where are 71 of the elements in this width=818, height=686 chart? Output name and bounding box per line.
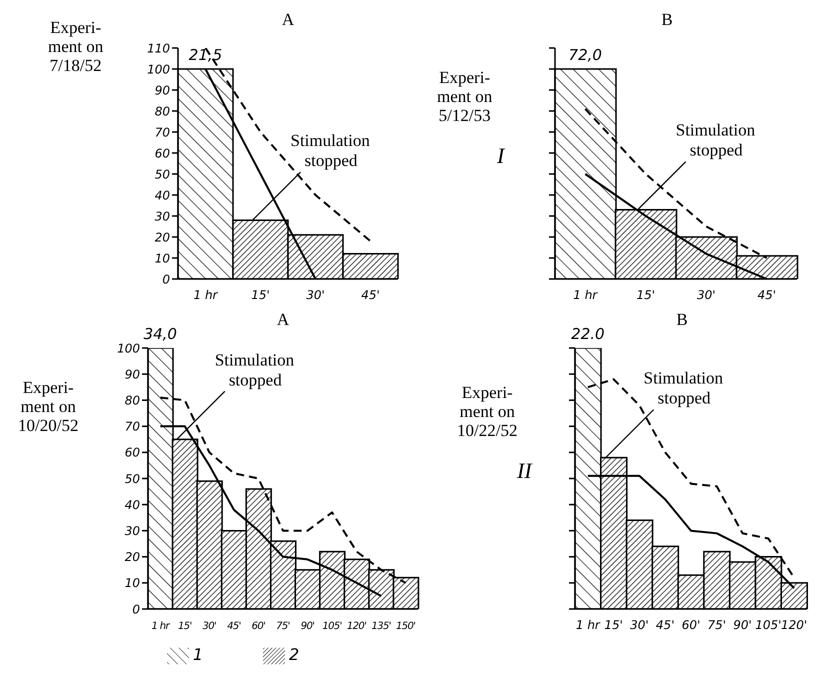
x-tick-label: 135' <box>371 621 391 632</box>
y-tick-label: 10 <box>154 251 170 266</box>
x-tick-label: 15' <box>178 621 192 632</box>
annotation: Stimulation stopped <box>290 131 370 170</box>
x-tick-label: 45' <box>227 621 241 632</box>
x-tick-label: 60' <box>252 621 266 632</box>
x-tick-label: 30' <box>202 621 216 632</box>
y-tick-label: 100 <box>117 341 140 356</box>
chart-title: B <box>660 10 674 30</box>
y-tick-label: 50 <box>124 472 140 486</box>
legend-label: 1 <box>192 645 203 664</box>
text: Experi- ment on 7/18/52 <box>48 18 104 75</box>
y-tick-label: 70 <box>154 125 170 140</box>
y-tick-label: 70 <box>124 420 140 434</box>
text: Experi- ment on 5/12/53 <box>437 68 492 125</box>
x-tick-label: 60' <box>682 618 700 632</box>
y-tick-label: 20 <box>154 230 170 244</box>
x-tick-label: 1 hr <box>151 621 171 632</box>
y-tick-label: 80 <box>124 393 140 408</box>
x-tick-label: 105' <box>322 621 342 632</box>
y-tick-label: 80 <box>154 104 170 118</box>
y-tick-label: 50 <box>154 167 170 182</box>
x-tick-label: 15' <box>604 618 623 632</box>
text: Experi- ment on 10/20/52 <box>18 378 78 435</box>
x-tick-label: 1 hr <box>576 618 601 632</box>
x-tick-label: 15' <box>636 288 656 302</box>
y-tick-label: 90 <box>124 367 140 382</box>
x-tick-label: 45' <box>656 618 675 632</box>
y-tick-label: 110 <box>147 41 170 56</box>
x-tick-label: 150' <box>396 621 416 632</box>
y-tick-label: 10 <box>124 576 140 590</box>
y-tick-label: 40 <box>124 498 140 512</box>
x-tick-label: 1 hr <box>194 288 219 302</box>
x-tick-label: 30' <box>306 288 325 302</box>
x-tick-label: 90' <box>300 621 314 632</box>
x-tick-label: 75' <box>276 621 290 632</box>
chart-title: A <box>280 10 296 30</box>
x-tick-label: 120' <box>781 618 808 632</box>
y-tick-label: 20 <box>124 550 140 564</box>
text: Experi- ment on 10/22/52 <box>457 383 518 440</box>
annotation: 72,0 <box>568 46 602 64</box>
y-tick-label: 30 <box>154 209 170 224</box>
x-tick-label: 15' <box>251 288 270 302</box>
x-tick-label: 105' <box>755 618 782 632</box>
annotation: Stimulation stopped <box>676 120 756 160</box>
annotation: Stimulation stopped <box>644 368 724 408</box>
x-tick-label: 45' <box>757 288 776 302</box>
x-tick-label: 120' <box>346 621 366 632</box>
annotation: 34,0 <box>144 325 177 343</box>
y-tick-label: 60 <box>154 146 170 160</box>
y-tick-label: 0 <box>132 602 140 616</box>
x-tick-label: 30' <box>696 288 716 302</box>
y-tick-label: 30 <box>124 524 140 538</box>
y-tick-label: 0 <box>162 272 170 286</box>
x-tick-label: 90' <box>733 618 752 632</box>
annotation: 21,5 <box>188 46 222 64</box>
legend-label: 2 <box>289 645 300 664</box>
annotation: 22.0 <box>571 325 605 343</box>
x-tick-label: 1 hr <box>573 288 598 302</box>
x-tick-label: 30' <box>630 618 649 632</box>
text: II <box>517 458 532 484</box>
x-tick-label: 45' <box>361 288 380 302</box>
y-tick-label: 90 <box>154 83 170 98</box>
x-tick-label: 75' <box>707 618 726 632</box>
y-tick-label: 60 <box>124 446 140 460</box>
text: I <box>497 143 504 169</box>
chart-title: B <box>676 310 688 329</box>
y-tick-label: 40 <box>154 188 170 202</box>
y-tick-label: 100 <box>147 62 170 76</box>
chart-title: A <box>276 310 290 329</box>
annotation: Stimulation stopped <box>214 350 295 390</box>
